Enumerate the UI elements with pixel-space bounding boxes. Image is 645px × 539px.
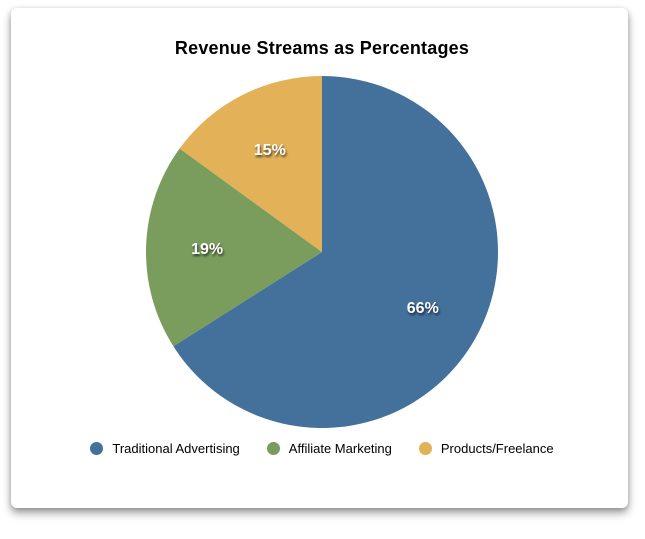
pie-slice-1: [146, 148, 322, 347]
chart-legend: Traditional Advertising Affiliate Marketi…: [14, 441, 630, 456]
pie-slice-2: [179, 76, 322, 252]
pie-slice-0: [173, 76, 498, 428]
legend-label: Affiliate Marketing: [288, 441, 392, 456]
legend-item-2: Products/Freelance: [418, 441, 554, 456]
chart-title: Revenue Streams as Percentages: [174, 38, 470, 58]
slice-label: 19%: [191, 241, 223, 258]
legend-item-0: Traditional Advertising: [90, 441, 240, 456]
slice-label: 66%: [407, 300, 439, 317]
legend-swatch-icon: [90, 442, 104, 455]
legend-swatch-icon: [266, 442, 280, 455]
legend-label: Traditional Advertising: [112, 441, 240, 456]
legend-label: Products/Freelance: [440, 441, 554, 456]
pie-chart: 66% 19% 15%: [146, 76, 498, 428]
legend-item-1: Affiliate Marketing: [266, 441, 392, 456]
slice-label: 15%: [254, 142, 286, 159]
legend-swatch-icon: [418, 442, 432, 455]
